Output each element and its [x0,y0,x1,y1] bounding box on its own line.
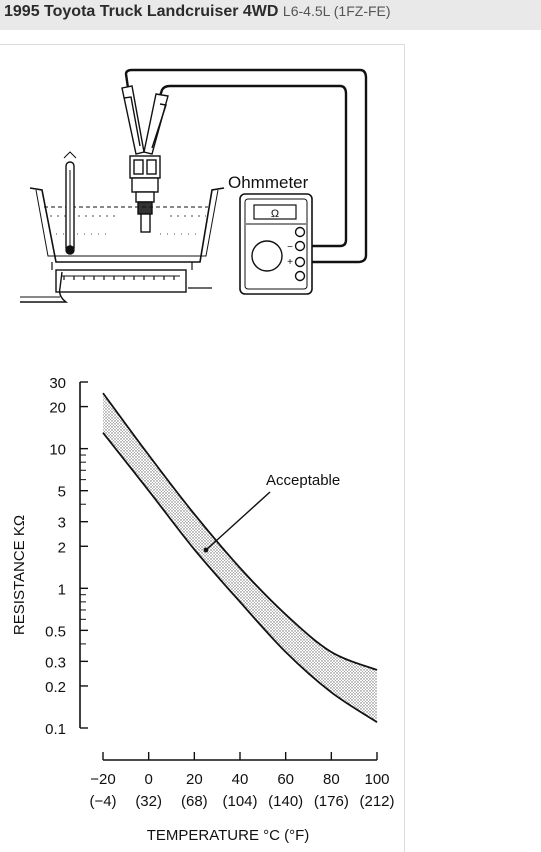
ohmmeter-display-symbol: Ω [271,208,279,220]
page-header: 1995 Toyota Truck Landcruiser 4WD L6-4.5… [0,0,541,30]
x-tick-label-fahrenheit: (212) [359,793,394,810]
x-tick-label-fahrenheit: (176) [314,793,349,810]
acceptable-band [103,393,377,723]
ohmmeter [239,193,313,295]
heater-burner [20,262,212,303]
positive-terminal-label: + [287,257,293,268]
x-tick-label-fahrenheit: (−4) [89,793,116,810]
negative-terminal-label: − [287,242,293,253]
engine-spec: L6-4.5L (1FZ-FE) [282,3,391,19]
ohmmeter-label: Ohmmeter [228,173,309,192]
water-container [29,187,225,263]
y-tick-label: 3 [58,515,66,532]
y-tick-label: 0.5 [45,623,66,640]
vehicle-title: 1995 Toyota Truck Landcruiser 4WD [4,3,279,20]
acceptable-label: Acceptable [266,472,340,489]
x-tick-label: −20 [90,771,115,788]
acceptable-leader-line [205,491,271,551]
y-tick-label: 0.1 [45,721,66,738]
y-tick-label: 2 [58,539,66,556]
thermometer [63,151,77,255]
x-tick-label: 60 [277,771,294,788]
x-tick-label: 40 [232,771,249,788]
acceptable-leader-dot [203,547,209,553]
y-tick-label: 20 [49,400,66,417]
y-tick-label: 0.3 [45,654,66,671]
lower-limit-curve [102,432,378,723]
x-tick-label: 80 [323,771,340,788]
y-tick-label: 1 [58,581,66,598]
upper-limit-curve [102,392,378,671]
x-tick-label: 0 [144,771,152,788]
x-tick-label-fahrenheit: (68) [181,793,208,810]
resistance-temperature-chart: 30 20 10 5 3 2 1 0.5 0.3 0.2 0.1 −20 (−4) 0 (32) 20 (68)… [45,375,394,810]
test-setup-illustration [20,68,368,303]
y-tick-label: 5 [58,484,66,501]
y-tick-label: 10 [49,442,66,459]
y-axis-label: RESISTANCE KΩ [11,515,28,635]
x-tick-label-fahrenheit: (32) [135,793,162,810]
y-tick-label: 30 [49,375,66,392]
probe-handles [121,85,169,155]
x-axis-label: TEMPERATURE °C (°F) [147,827,310,844]
x-tick-label: 100 [364,771,389,788]
x-tick-label-fahrenheit: (104) [222,793,257,810]
test-lead-wire-inner [158,84,348,248]
x-tick-label-fahrenheit: (140) [268,793,303,810]
coolant-temp-sensor [129,155,161,233]
x-tick-label: 20 [186,771,203,788]
test-lead-wire-outer [124,68,368,264]
y-tick-label: 0.2 [45,679,66,696]
